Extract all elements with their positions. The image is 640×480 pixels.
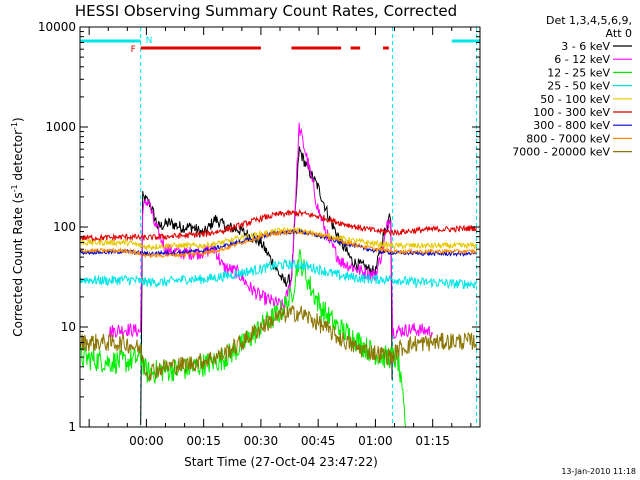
flare-flag-label: F — [131, 45, 136, 55]
legend-label: 25 - 50 keV — [547, 80, 610, 93]
y-tick-label: 10 — [61, 320, 76, 334]
legend-label: 300 - 800 keV — [533, 119, 610, 132]
series-line-0 — [140, 146, 393, 426]
x-tick-label: 00:15 — [186, 434, 221, 448]
legend-label: 800 - 7000 keV — [526, 132, 610, 145]
legend-header-detectors: Det 1,3,4,5,6,9, — [546, 14, 632, 27]
legend-label: 100 - 300 keV — [533, 106, 610, 119]
y-tick-label: 100 — [53, 220, 76, 234]
legend-label: 12 - 25 keV — [547, 66, 610, 79]
x-tick-label: 01:00 — [358, 434, 393, 448]
x-tick-label: 01:15 — [415, 434, 450, 448]
series-line-5 — [80, 208, 477, 243]
legend-header-attenuator: Att 0 — [606, 27, 632, 40]
series-line-3 — [80, 258, 477, 290]
plot-area — [80, 27, 480, 427]
x-tick-label: 00:30 — [244, 434, 279, 448]
y-tick-label: 10000 — [38, 20, 76, 34]
footer-timestamp: 13-Jan-2010 11:18 — [561, 467, 636, 476]
series-line-4 — [80, 226, 477, 251]
series-line-8 — [80, 305, 477, 381]
x-tick-label: 00:45 — [301, 434, 336, 448]
x-axis-label: Start Time (27-Oct-04 23:47:22) — [184, 455, 378, 469]
plot-frame — [79, 26, 481, 428]
y-tick-label: 1 — [68, 420, 76, 434]
legend-label: 6 - 12 keV — [554, 53, 610, 66]
chart-title: HESSI Observing Summary Count Rates, Cor… — [75, 2, 457, 20]
legend-label: 7000 - 20000 keV — [512, 146, 610, 159]
y-tick-label: 1000 — [45, 120, 76, 134]
night-flag-label: N — [146, 36, 153, 46]
y-axis: 1 10 100 1000 10000 — [38, 20, 480, 434]
x-tick-label: 00:00 — [129, 434, 164, 448]
y-axis-label: Corrected Count Rate (s-1 detector-1) — [10, 117, 25, 336]
series-line-7 — [80, 228, 477, 259]
legend-label: 3 - 6 keV — [561, 40, 610, 53]
x-axis: 00:00 00:15 00:30 00:45 01:00 01:15 — [88, 27, 472, 448]
legend-label: 50 - 100 keV — [540, 93, 610, 106]
